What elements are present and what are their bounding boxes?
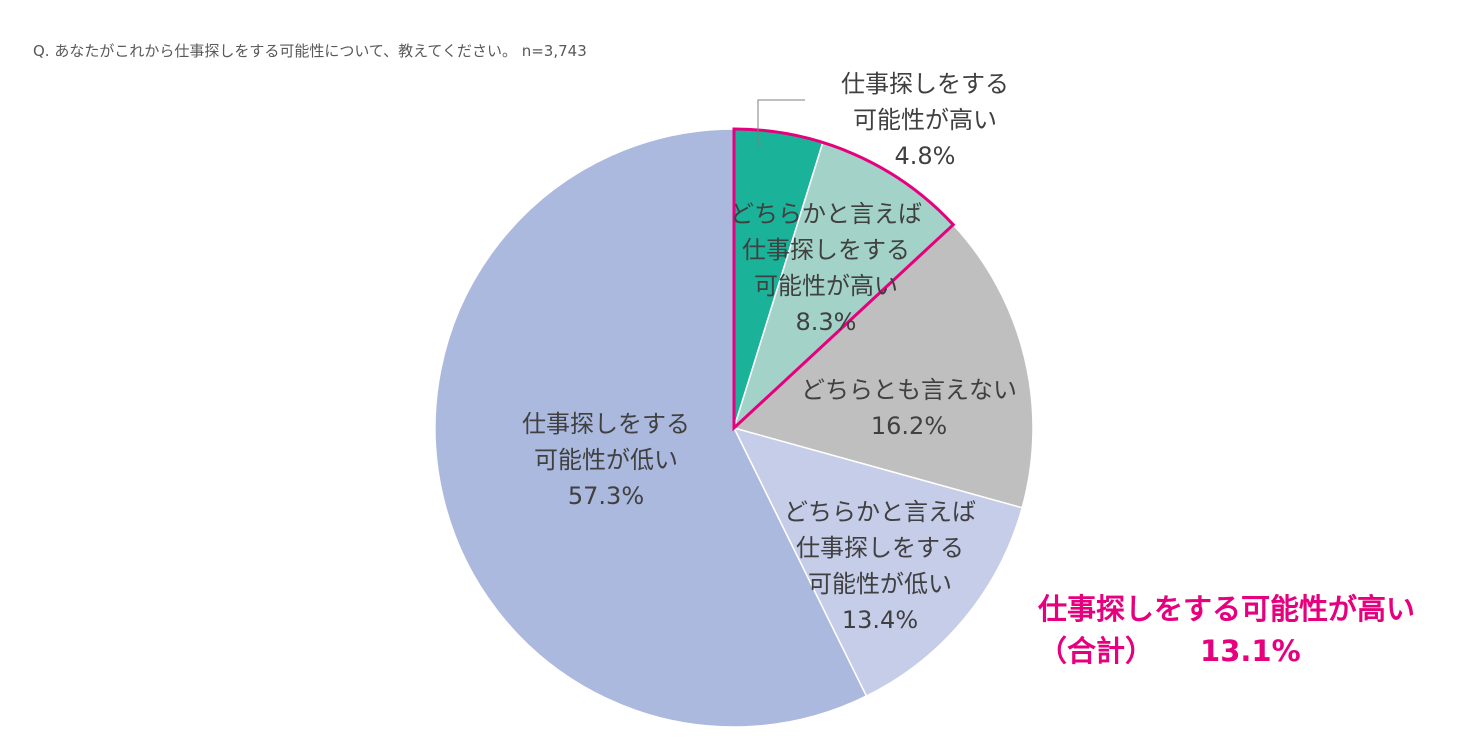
slice-label-line: どちらかと言えば [784,498,976,526]
leader-line-high [757,99,805,148]
slice-label-somewhat-low: どちらかと言えば仕事探しをする可能性が低い 13.4% [784,498,976,634]
slice-label-line: 8.3% [796,308,857,336]
slice-label-line: どちらかと言えば [730,200,922,228]
highlight-total-line1: 仕事探しをする可能性が高い [1038,592,1416,626]
slice-label-line: 仕事探しをする [796,534,964,562]
highlight-total-prefix: （合計） [1038,634,1155,668]
slice-label-line: 可能性が低い [808,570,952,598]
slice-label-line: 16.2% [871,412,947,440]
slice-low [434,128,868,728]
slice-label-somewhat-high: どちらかと言えば仕事探しをする可能性が高い 8.3% [730,200,922,336]
highlight-total-line2: （合計） 13.1% [1038,630,1415,672]
slice-label-neutral: どちらとも言えない 16.2% [801,376,1017,440]
slice-label-line: 可能性が高い [853,106,997,134]
highlight-outline [732,127,956,432]
slice-somewhat-low [732,426,1024,698]
slice-label-line: 可能性が低い [534,446,678,474]
slice-label-line: 仕事探しをする [841,70,1009,98]
highlight-total-label: 仕事探しをする可能性が高い （合計） 13.1% [1038,588,1415,672]
slice-label-low: 仕事探しをする可能性が低い 57.3% [522,410,690,510]
slice-label-line: どちらとも言えない [801,376,1017,404]
slice-label-line: 4.8% [895,142,956,170]
slice-label-line: 57.3% [568,482,644,510]
slice-label-high: 仕事探しをする可能性が高い 4.8% [841,70,1009,170]
slice-label-line: 13.4% [842,606,918,634]
slice-label-line: 可能性が高い [754,272,898,300]
slice-label-line: 仕事探しをする [742,236,910,264]
slice-label-line: 仕事探しをする [522,410,690,438]
question-text: Q. あなたがこれから仕事探しをする可能性について、教えてください。 n=3,7… [33,42,587,60]
highlight-total-value: 13.1% [1200,634,1301,668]
slice-neutral [732,223,1034,509]
